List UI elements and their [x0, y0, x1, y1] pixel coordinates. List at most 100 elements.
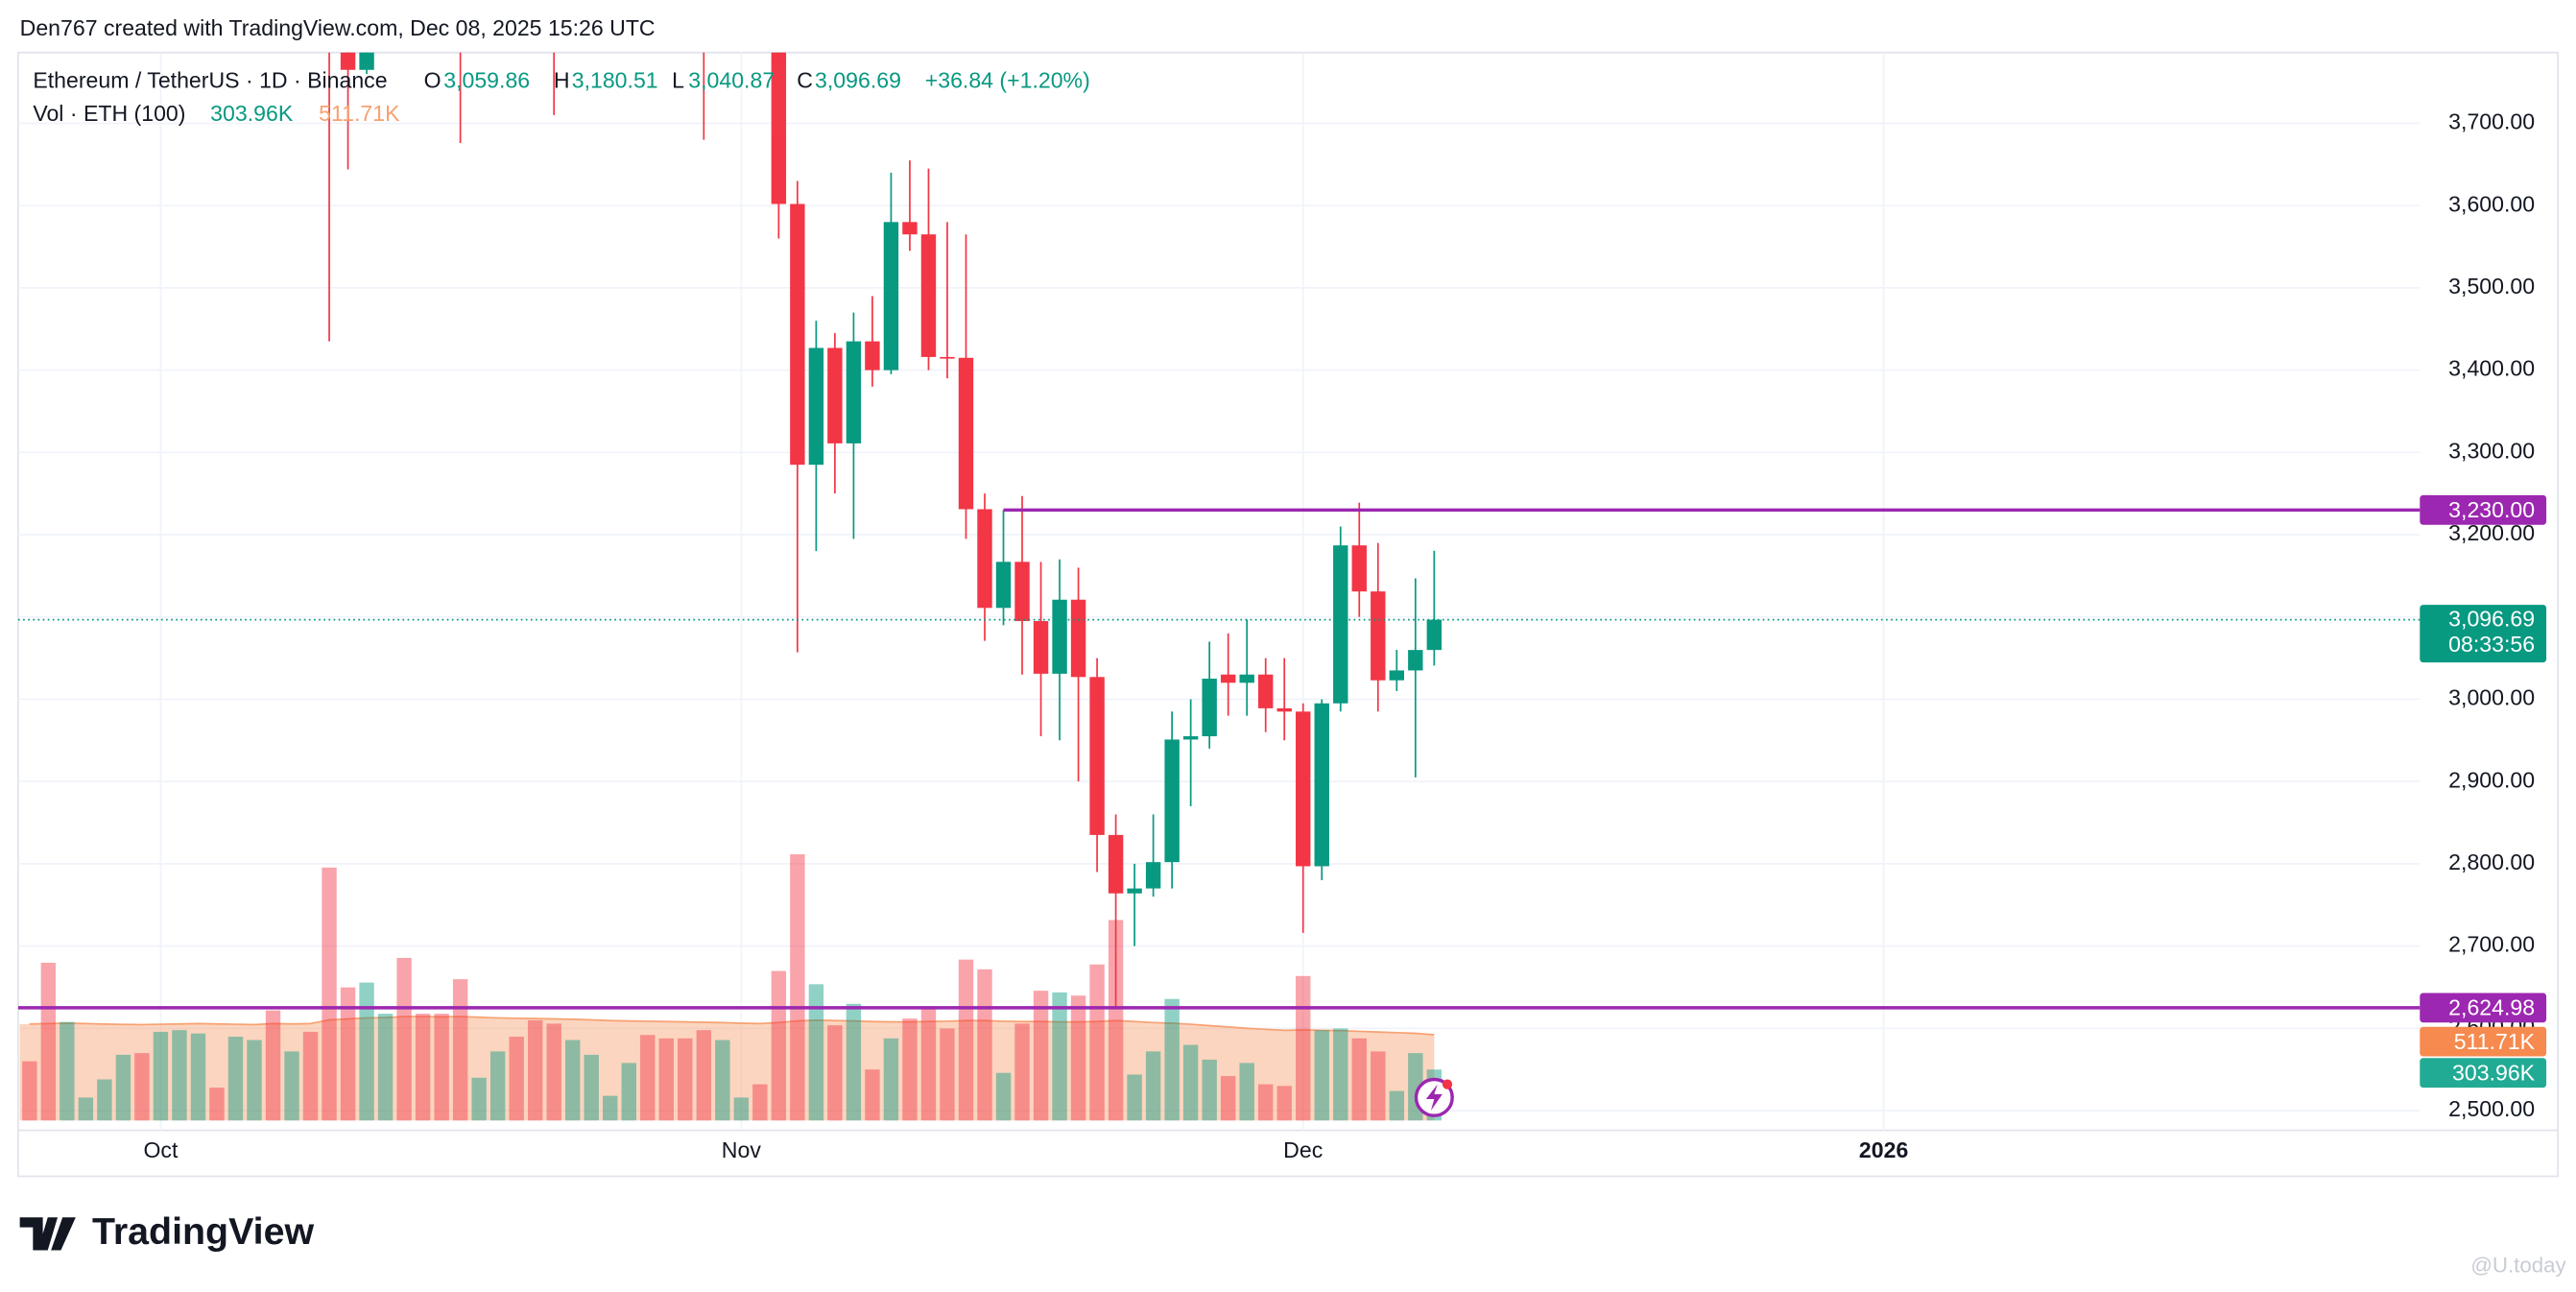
volume-bar — [359, 982, 374, 1121]
price-tag-label: 2,624.98 — [2448, 995, 2535, 1020]
volume-ma-area — [19, 1017, 1435, 1121]
volume-bar — [902, 1018, 918, 1121]
candle-body — [1257, 674, 1274, 708]
volume-bar — [1333, 1028, 1348, 1121]
countdown: 08:33:56 — [2448, 632, 2535, 657]
candle-body — [1089, 677, 1105, 835]
candle-body — [1108, 834, 1124, 894]
grid: 2,500.002,600.002,700.002,800.002,900.00… — [17, 52, 2535, 1162]
logo: TradingView — [19, 1210, 315, 1253]
close-value: 3,096.69 — [815, 68, 901, 93]
volume-bar — [603, 1095, 618, 1121]
price-tag — [2420, 494, 2547, 525]
volume-bar — [977, 969, 992, 1121]
volume-ma-value: 511.71K — [319, 101, 400, 126]
volume-bar — [1089, 964, 1105, 1121]
ma-tag-label: 511.71K — [2454, 1029, 2536, 1054]
volume-bar — [134, 1053, 150, 1121]
candle-body — [1333, 545, 1348, 704]
volume-bar — [377, 1014, 394, 1121]
volume-bar — [1276, 1086, 1292, 1121]
candle-body — [1296, 711, 1311, 867]
volume-bar — [827, 1025, 843, 1121]
candle-body — [1314, 703, 1329, 867]
candle-body — [1202, 679, 1217, 737]
volume-bar — [995, 1072, 1012, 1121]
volume-bar — [883, 1038, 899, 1121]
volume-bar — [22, 1061, 37, 1121]
candle-body — [808, 347, 824, 466]
volume-bar — [808, 984, 824, 1121]
volume-bar — [546, 1023, 561, 1121]
volume-bar — [1033, 991, 1049, 1121]
open-value: 3,059.86 — [443, 68, 530, 93]
candle-body — [322, 0, 336, 12]
volume-bar — [284, 1051, 299, 1121]
volume-bar — [1014, 1023, 1030, 1121]
candle-body — [940, 356, 955, 359]
volume-bar — [302, 1031, 319, 1121]
candle-body — [846, 341, 862, 443]
volume-bar — [1371, 1051, 1386, 1121]
volume-bar — [565, 1040, 581, 1121]
candle-body — [920, 234, 937, 357]
volume-bar — [471, 1077, 487, 1121]
logo-text: TradingView — [92, 1210, 315, 1253]
volume-bar — [1296, 975, 1311, 1121]
volume-bar — [678, 1038, 693, 1121]
candle-body — [1070, 599, 1086, 678]
volume-bar — [452, 979, 468, 1121]
volume-tag-label: 303.96K — [2452, 1060, 2536, 1085]
volume-bar — [1202, 1059, 1217, 1121]
volume-bar — [715, 1040, 730, 1121]
volume-bar — [1389, 1090, 1404, 1121]
candle-body — [1408, 650, 1423, 671]
volume-bar — [958, 959, 974, 1121]
y-tick-label: 3,400.00 — [2448, 356, 2535, 381]
volume-bar — [621, 1063, 636, 1121]
price-tag-label: 3,230.00 — [2448, 497, 2535, 522]
volume-bar — [733, 1097, 750, 1121]
volume-bar — [640, 1035, 656, 1121]
lightning-icon — [1414, 1077, 1454, 1117]
candle-body — [958, 357, 974, 510]
volume-bar — [1052, 992, 1067, 1121]
volume-bar — [696, 1030, 712, 1121]
candle-body — [453, 0, 467, 12]
y-tick-label: 3,000.00 — [2448, 685, 2535, 710]
volume-bar — [790, 854, 805, 1121]
volume-bar — [1220, 1076, 1236, 1121]
c-key: C — [797, 68, 813, 93]
candle-body — [1239, 674, 1254, 683]
volume-bar — [771, 970, 787, 1121]
candle-body — [1145, 862, 1161, 889]
candle-body — [1371, 591, 1386, 681]
volume-bar — [940, 1028, 955, 1121]
chart-frame — [17, 51, 2559, 1178]
change: +36.84 (+1.20%) — [925, 68, 1090, 93]
volume-bar — [509, 1037, 524, 1121]
candle-body — [1033, 621, 1049, 674]
series — [19, 0, 1443, 1121]
candle-body — [715, 0, 729, 33]
candle-body — [883, 222, 899, 371]
candle-body — [471, 0, 486, 12]
symbol: Ethereum / TetherUS · 1D · Binance — [33, 68, 387, 93]
x-tick-label: Oct — [143, 1137, 179, 1162]
ma-tag — [2420, 1026, 2547, 1057]
x-tick-label: Nov — [722, 1137, 762, 1162]
volume-bar — [1145, 1051, 1161, 1121]
volume-bar — [1164, 998, 1180, 1121]
candle-body — [995, 562, 1012, 609]
volume-bar — [396, 957, 412, 1121]
volume-bar — [172, 1030, 187, 1121]
candle-body — [790, 203, 805, 466]
y-tick-label: 2,900.00 — [2448, 767, 2535, 792]
volume-bar — [1314, 1030, 1329, 1121]
low-value: 3,040.87 — [688, 68, 775, 93]
y-tick-label: 3,700.00 — [2448, 109, 2535, 134]
volume-bar — [1351, 1038, 1367, 1121]
y-tick-label: 2,800.00 — [2448, 849, 2535, 874]
